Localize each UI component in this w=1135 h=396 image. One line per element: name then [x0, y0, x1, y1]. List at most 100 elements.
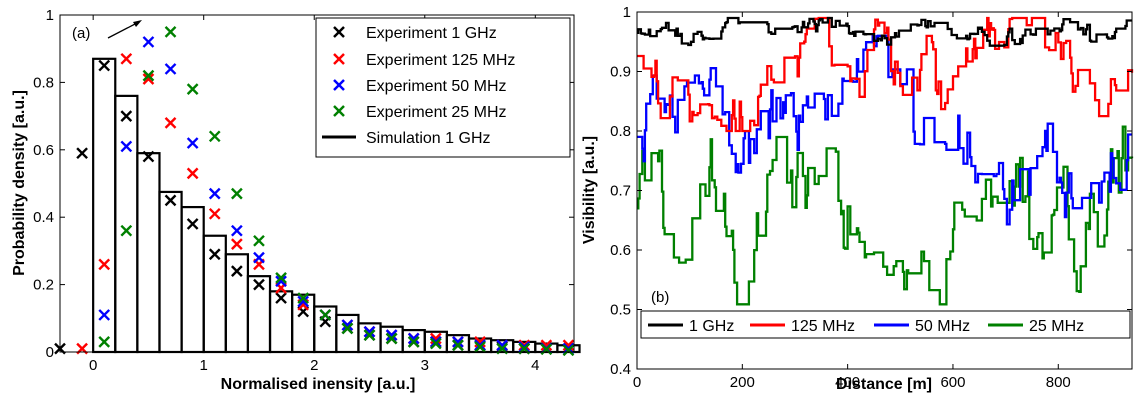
data-point	[208, 248, 221, 261]
data-point	[474, 341, 486, 353]
data-point	[452, 339, 464, 352]
data-point	[385, 332, 398, 345]
x-tick-label: 3	[421, 357, 429, 374]
data-point	[208, 130, 221, 143]
data-point	[120, 52, 133, 65]
legend-label: 50 MHz	[915, 318, 970, 335]
data-point	[164, 63, 177, 75]
y-tick-label: 1	[46, 7, 54, 24]
right-x-axis-label: Distance [m]	[836, 376, 932, 393]
y-tick-label: 0.4	[610, 361, 631, 378]
data-point	[562, 344, 575, 357]
x-tick-label: 200	[730, 374, 755, 391]
visibility-lines	[637, 16, 1134, 306]
data-point	[186, 218, 199, 230]
data-point	[407, 336, 420, 348]
data-point	[186, 137, 199, 149]
legend-marker-125mhz	[333, 53, 345, 65]
legend-marker-25mhz	[333, 105, 345, 117]
right-legend: 1 GHz 125 MHz 50 MHz 25 MHz	[640, 310, 1131, 339]
right-chart-panel: 0 200 400 600 800 0.4 0.5 0.6 0.7 0.8 0.9 1 (b) Di…	[581, 4, 1134, 393]
data-point	[98, 258, 111, 271]
y-tick-label: 0.6	[33, 142, 54, 159]
data-point	[385, 329, 398, 341]
data-point	[164, 194, 177, 207]
data-point	[496, 339, 508, 352]
data-point	[341, 319, 354, 331]
legend-label: Simulation 1 GHz	[366, 130, 491, 147]
experiment-scatter	[54, 26, 575, 357]
y-tick-label: 0.4	[33, 209, 54, 226]
series-line	[637, 16, 1132, 47]
legend-label: 125 MHz	[791, 318, 855, 335]
data-point	[540, 343, 553, 356]
right-y-ticks: 0.4 0.5 0.6 0.7 0.8 0.9 1	[610, 4, 1132, 378]
x-tick-label: 4	[531, 357, 539, 374]
y-tick-label: 0.6	[610, 242, 631, 259]
data-point	[319, 309, 332, 321]
legend-label: 25 MHz	[1029, 318, 1084, 335]
right-x-ticks: 0 200 400 600 800	[633, 12, 1071, 391]
data-point	[297, 295, 310, 308]
legend-marker-50mhz	[333, 79, 345, 91]
data-point	[253, 234, 265, 247]
arrow-head-icon	[133, 20, 142, 27]
data-point	[208, 207, 221, 220]
x-tick-label: 600	[940, 374, 965, 391]
series-line	[637, 125, 1134, 306]
series-line	[637, 16, 1134, 133]
x-tick-label: 0	[89, 357, 97, 374]
data-point	[98, 309, 111, 321]
left-y-axis-label: Probability density [a.u.]	[11, 90, 28, 276]
series-line	[637, 34, 1132, 226]
y-tick-label: 0.8	[610, 123, 631, 140]
data-point	[231, 265, 243, 277]
data-point	[231, 238, 243, 251]
data-point	[363, 329, 376, 341]
data-point	[208, 187, 221, 200]
x-tick-label: 400	[835, 374, 860, 391]
data-point	[76, 147, 88, 160]
data-point	[253, 251, 265, 264]
y-tick-label: 0	[46, 344, 54, 361]
data-point	[120, 140, 133, 153]
data-point	[164, 116, 177, 129]
data-point	[142, 150, 155, 163]
y-tick-label: 0.2	[33, 277, 54, 294]
data-point	[363, 325, 376, 338]
panel-label-b: (b)	[651, 289, 669, 306]
legend-label: Experiment 1 GHz	[366, 25, 497, 42]
data-point	[142, 69, 155, 82]
data-point	[275, 275, 287, 288]
left-legend-box	[315, 17, 571, 158]
x-tick-label: 800	[1046, 374, 1071, 391]
right-y-axis-label: Visibility [a.u.]	[581, 136, 598, 244]
y-tick-label: 0.5	[610, 302, 631, 319]
data-point	[186, 167, 199, 180]
data-point	[275, 292, 287, 304]
x-tick-label: 0	[633, 374, 641, 391]
y-tick-label: 0.9	[610, 64, 631, 81]
data-point	[98, 59, 111, 72]
y-tick-label: 0.7	[610, 183, 631, 200]
left-legend: Experiment 1 GHz Experiment 125 MHz Expe…	[315, 17, 571, 158]
data-point	[186, 83, 199, 95]
data-point	[164, 26, 177, 38]
y-tick-label: 1	[623, 4, 631, 21]
data-point	[98, 336, 111, 348]
legend-label: Experiment 50 MHz	[366, 78, 507, 95]
data-point	[407, 332, 420, 345]
data-point	[142, 36, 155, 48]
data-point	[452, 336, 464, 348]
data-point	[120, 110, 133, 122]
data-point	[231, 187, 243, 200]
arrow-line	[107, 22, 138, 39]
legend-label: 1 GHz	[689, 318, 734, 335]
x-tick-label: 1	[200, 357, 208, 374]
y-tick-label: 0.8	[33, 74, 54, 91]
legend-marker-1ghz	[333, 26, 345, 38]
data-point	[275, 272, 287, 284]
left-chart-panel: 0 1 2 3 4 0 0.2 0.4 0.6 0.8 1 (a) Normalised inen…	[11, 7, 581, 393]
legend-label: Experiment 25 MHz	[366, 104, 507, 121]
